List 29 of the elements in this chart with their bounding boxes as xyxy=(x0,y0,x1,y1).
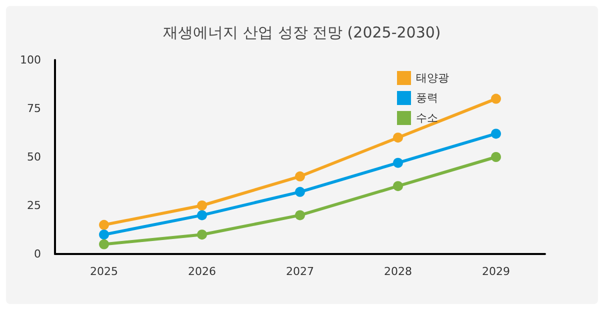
x-tick-label: 2026 xyxy=(188,265,216,278)
point xyxy=(197,200,207,210)
x-tick-label: 2025 xyxy=(90,265,118,278)
point xyxy=(295,171,305,182)
point xyxy=(99,230,109,240)
legend-label: 태양광 xyxy=(416,72,449,84)
y-tick-label: 100 xyxy=(20,54,41,66)
point xyxy=(99,239,109,250)
y-tick-label: 0 xyxy=(34,248,41,260)
legend-label: 수소 xyxy=(416,112,438,124)
point xyxy=(197,210,207,220)
legend-label: 풍력 xyxy=(416,92,438,104)
point xyxy=(491,128,501,139)
point xyxy=(393,181,403,192)
point xyxy=(197,230,207,240)
x-tick-label: 2027 xyxy=(286,265,314,278)
x-tick-label: 2029 xyxy=(482,265,510,278)
point xyxy=(393,158,403,168)
y-tick-label: 75 xyxy=(27,102,41,115)
point xyxy=(99,220,109,230)
point xyxy=(295,186,305,197)
y-tick-label: 50 xyxy=(27,150,41,164)
point xyxy=(295,210,305,220)
y-tick-label: 25 xyxy=(27,199,41,212)
point xyxy=(393,132,403,143)
point xyxy=(491,152,501,162)
x-tick-label: 2028 xyxy=(384,265,412,278)
chart-title: 재생에너지 산업 성장 전망 (2025-2030) xyxy=(163,24,441,42)
point xyxy=(491,94,501,104)
